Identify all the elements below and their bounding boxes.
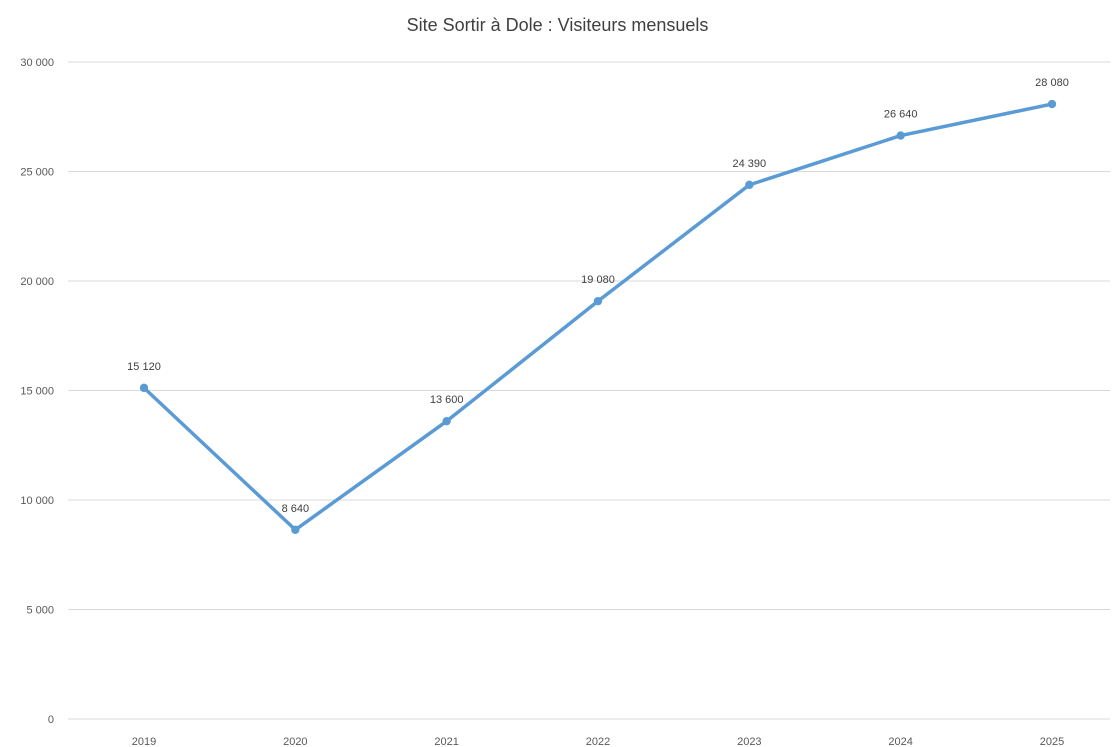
y-tick-label: 30 000 bbox=[20, 57, 54, 69]
series-line bbox=[142, 102, 1054, 532]
series-visiteurs bbox=[139, 99, 1057, 534]
x-tick-label: 2020 bbox=[283, 736, 307, 747]
data-label: 13 600 bbox=[430, 394, 464, 406]
x-tick-label: 2022 bbox=[586, 736, 610, 747]
x-axis-labels: 2019 2020 2021 2022 2023 2024 2025 bbox=[132, 736, 1064, 747]
x-tick-label: 2021 bbox=[434, 736, 458, 747]
data-point bbox=[291, 525, 300, 534]
data-point bbox=[593, 296, 603, 306]
data-labels: 15 120 8 640 13 600 19 080 24 390 26 640 28 08… bbox=[127, 77, 1069, 515]
data-label: 19 080 bbox=[581, 274, 615, 286]
y-axis-labels: 0 5 000 10 000 15 000 20 000 25 000 30 000 bbox=[20, 57, 54, 726]
data-label: 8 640 bbox=[282, 503, 310, 515]
data-point bbox=[139, 383, 149, 393]
y-tick-label: 20 000 bbox=[20, 276, 54, 288]
x-tick-label: 2024 bbox=[888, 736, 912, 747]
data-point bbox=[442, 416, 451, 426]
y-tick-label: 5 000 bbox=[26, 605, 54, 617]
y-tick-label: 0 bbox=[48, 714, 54, 726]
gridlines bbox=[68, 61, 1110, 720]
y-tick-label: 10 000 bbox=[20, 495, 54, 507]
y-tick-label: 25 000 bbox=[20, 167, 54, 179]
y-tick-label: 15 000 bbox=[20, 386, 54, 398]
x-tick-label: 2025 bbox=[1040, 736, 1064, 747]
chart-title: Site Sortir à Dole : Visiteurs mensuels bbox=[406, 15, 709, 35]
x-tick-label: 2019 bbox=[132, 736, 156, 747]
data-label: 26 640 bbox=[884, 109, 918, 121]
data-point bbox=[896, 131, 905, 140]
data-point bbox=[1047, 99, 1057, 109]
x-tick-label: 2023 bbox=[737, 736, 761, 747]
data-label: 15 120 bbox=[127, 361, 161, 373]
data-label: 28 080 bbox=[1035, 77, 1069, 89]
data-label: 24 390 bbox=[733, 158, 767, 170]
data-point bbox=[745, 180, 754, 190]
